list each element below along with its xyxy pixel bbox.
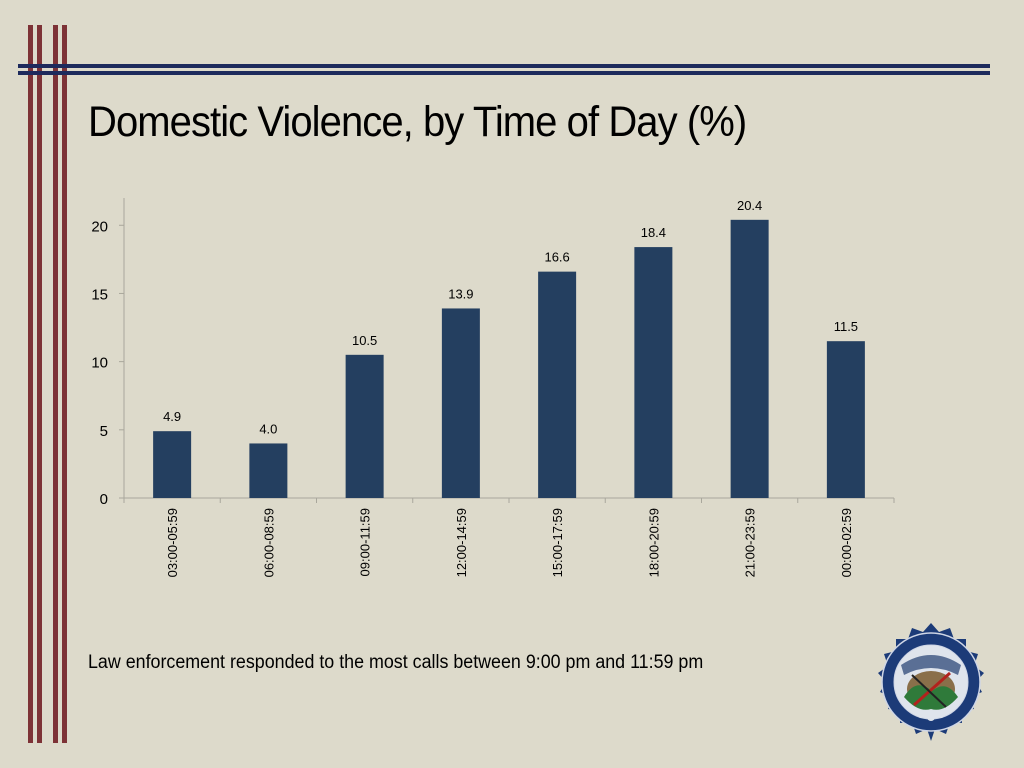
category-label: 21:00-23:59	[743, 508, 758, 577]
data-label: 4.9	[163, 409, 181, 424]
y-tick-label: 0	[100, 491, 108, 508]
data-label: 11.5	[834, 319, 858, 334]
y-tick-label: 15	[91, 286, 108, 303]
bar-chart: 0 5 10 15 20 4.9 03:00-05:59 4.0 06:00-08:59 10.5…	[91, 198, 895, 577]
category-label: 18:00-20:59	[646, 508, 661, 577]
bar	[441, 308, 480, 498]
category-label: 12:00-14:59	[454, 508, 469, 577]
bar	[538, 271, 577, 498]
data-label: 4.0	[259, 421, 277, 436]
top-rule-1	[18, 64, 990, 68]
data-label: 20.4	[737, 198, 762, 213]
category-label: 03:00-05:59	[165, 508, 180, 577]
slide-title: Domestic Violence, by Time of Day (%)	[88, 98, 747, 146]
category-label: 00:00-02:59	[839, 508, 854, 577]
state-bureau-seal-icon	[878, 623, 984, 741]
y-tick-label: 5	[100, 423, 108, 440]
slide-caption: Law enforcement responded to the most ca…	[88, 652, 704, 673]
data-label: 13.9	[448, 286, 473, 301]
data-label: 10.5	[352, 333, 377, 348]
bar	[345, 354, 384, 498]
category-label: 09:00-11:59	[358, 508, 373, 576]
data-label: 16.6	[544, 250, 569, 265]
top-rule-2	[18, 71, 990, 75]
left-border-stripe-2	[37, 25, 42, 743]
y-tick-label: 10	[91, 355, 108, 372]
bar	[730, 219, 769, 498]
bar	[153, 431, 192, 498]
left-border-stripe-4	[62, 25, 67, 743]
bar	[634, 247, 673, 498]
category-label: 15:00-17:59	[550, 508, 565, 577]
left-border-stripe-3	[53, 25, 58, 743]
category-label: 06:00-08:59	[261, 508, 276, 577]
data-label: 18.4	[641, 225, 666, 240]
left-border-stripe-1	[28, 25, 33, 743]
bar	[249, 443, 288, 498]
bar	[826, 341, 865, 498]
y-tick-label: 20	[91, 218, 108, 235]
